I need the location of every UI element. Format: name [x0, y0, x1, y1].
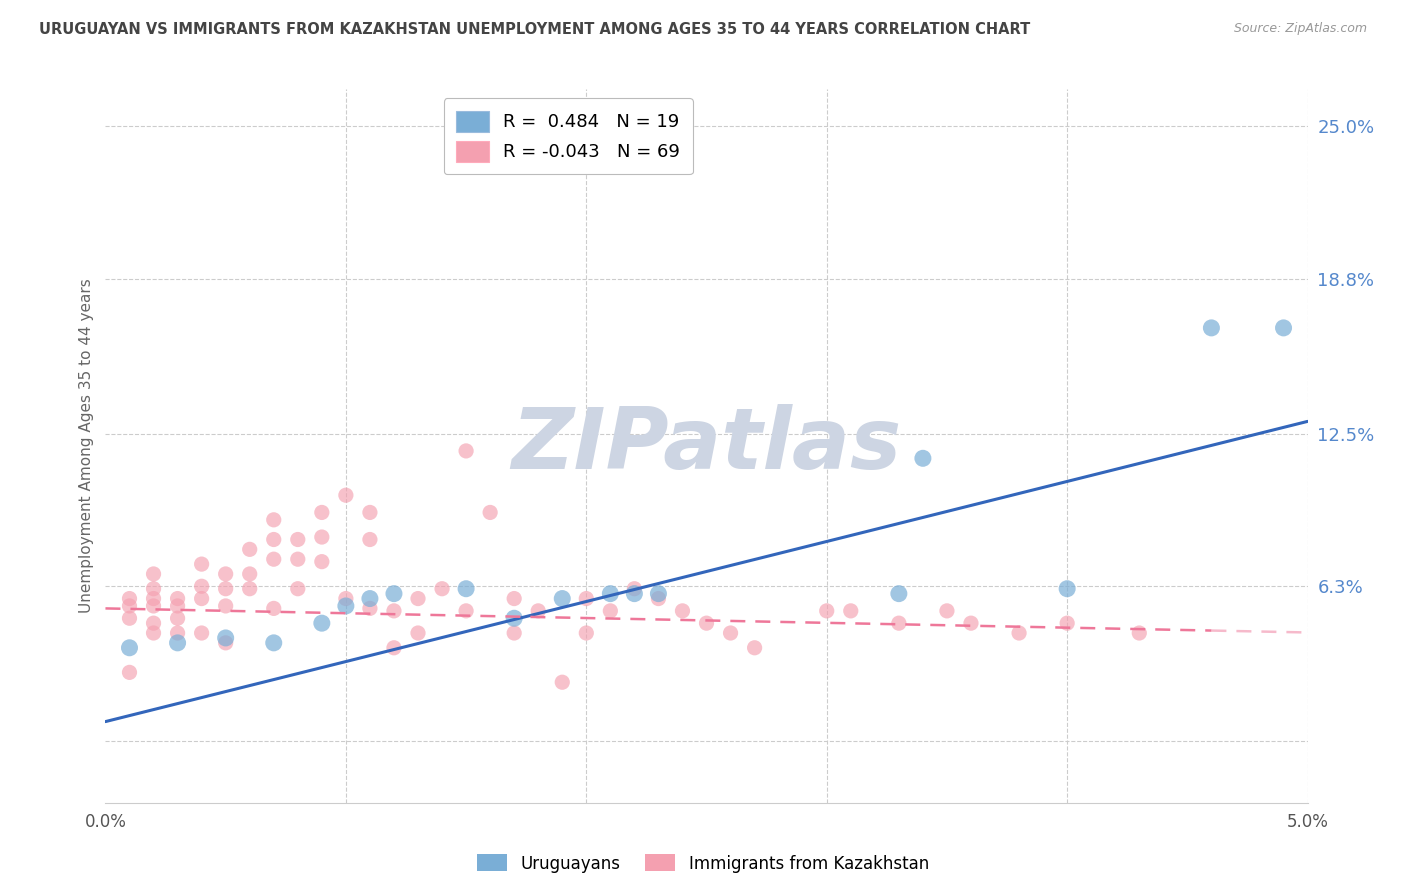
Point — [671, 604, 693, 618]
Point — [239, 542, 262, 557]
Point — [599, 587, 621, 601]
Point — [382, 604, 405, 618]
Point — [335, 591, 357, 606]
Point — [551, 591, 574, 606]
Point — [359, 591, 381, 606]
Text: Source: ZipAtlas.com: Source: ZipAtlas.com — [1233, 22, 1367, 36]
Point — [359, 533, 381, 547]
Point — [382, 587, 405, 601]
Point — [503, 626, 526, 640]
Point — [166, 636, 188, 650]
Point — [214, 636, 236, 650]
Point — [142, 616, 165, 631]
Point — [551, 675, 574, 690]
Point — [1056, 582, 1078, 596]
Point — [454, 582, 477, 596]
Point — [239, 566, 262, 581]
Point — [263, 513, 285, 527]
Point — [214, 631, 236, 645]
Point — [311, 505, 333, 519]
Point — [287, 582, 309, 596]
Point — [430, 582, 453, 596]
Point — [454, 604, 477, 618]
Point — [142, 566, 165, 581]
Point — [936, 604, 959, 618]
Point — [1008, 626, 1031, 640]
Text: ZIPatlas: ZIPatlas — [512, 404, 901, 488]
Point — [1201, 321, 1223, 335]
Point — [118, 599, 141, 613]
Point — [166, 626, 188, 640]
Point — [382, 640, 405, 655]
Point — [720, 626, 742, 640]
Point — [166, 591, 188, 606]
Point — [118, 611, 141, 625]
Point — [406, 626, 429, 640]
Y-axis label: Unemployment Among Ages 35 to 44 years: Unemployment Among Ages 35 to 44 years — [79, 278, 94, 614]
Point — [239, 582, 262, 596]
Point — [166, 599, 188, 613]
Point — [359, 505, 381, 519]
Point — [263, 533, 285, 547]
Point — [263, 552, 285, 566]
Point — [527, 604, 550, 618]
Point — [744, 640, 766, 655]
Point — [479, 505, 502, 519]
Point — [575, 626, 598, 640]
Point — [142, 626, 165, 640]
Point — [118, 665, 141, 680]
Point — [190, 557, 212, 571]
Point — [359, 601, 381, 615]
Point — [142, 591, 165, 606]
Point — [1128, 626, 1150, 640]
Point — [166, 611, 188, 625]
Point — [263, 601, 285, 615]
Point — [214, 582, 236, 596]
Point — [142, 582, 165, 596]
Point — [503, 591, 526, 606]
Point — [887, 587, 910, 601]
Point — [311, 555, 333, 569]
Point — [263, 636, 285, 650]
Point — [696, 616, 718, 631]
Point — [1056, 616, 1078, 631]
Point — [647, 591, 669, 606]
Point — [887, 616, 910, 631]
Point — [118, 640, 141, 655]
Point — [503, 611, 526, 625]
Point — [335, 488, 357, 502]
Point — [287, 533, 309, 547]
Point — [311, 616, 333, 631]
Point — [214, 566, 236, 581]
Point — [335, 599, 357, 613]
Point — [190, 626, 212, 640]
Point — [575, 591, 598, 606]
Point — [623, 582, 645, 596]
Text: URUGUAYAN VS IMMIGRANTS FROM KAZAKHSTAN UNEMPLOYMENT AMONG AGES 35 TO 44 YEARS C: URUGUAYAN VS IMMIGRANTS FROM KAZAKHSTAN … — [39, 22, 1031, 37]
Legend: Uruguayans, Immigrants from Kazakhstan: Uruguayans, Immigrants from Kazakhstan — [471, 847, 935, 880]
Point — [839, 604, 862, 618]
Point — [454, 444, 477, 458]
Point — [214, 599, 236, 613]
Point — [599, 604, 621, 618]
Point — [911, 451, 934, 466]
Point — [1272, 321, 1295, 335]
Point — [142, 599, 165, 613]
Point — [287, 552, 309, 566]
Point — [647, 587, 669, 601]
Point — [960, 616, 983, 631]
Point — [190, 579, 212, 593]
Point — [623, 587, 645, 601]
Point — [118, 591, 141, 606]
Point — [406, 591, 429, 606]
Point — [815, 604, 838, 618]
Point — [311, 530, 333, 544]
Point — [190, 591, 212, 606]
Legend: R =  0.484   N = 19, R = -0.043   N = 69: R = 0.484 N = 19, R = -0.043 N = 69 — [444, 98, 693, 174]
